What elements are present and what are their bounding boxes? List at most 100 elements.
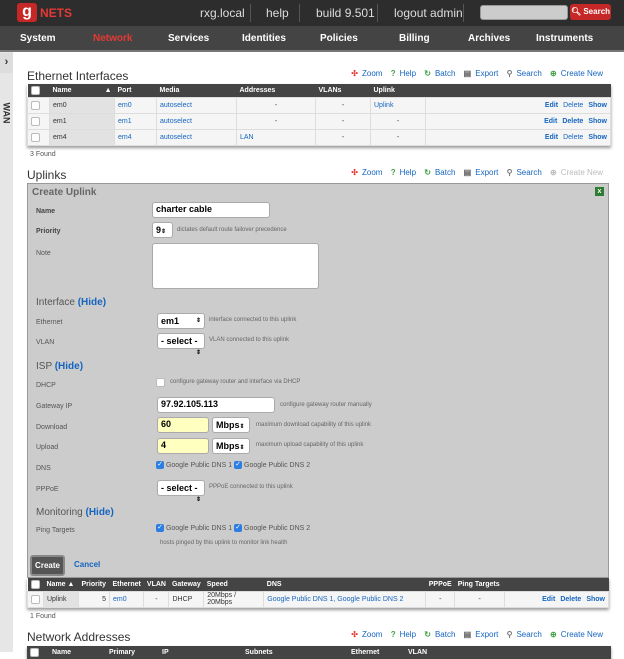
help-link[interactable]: Help [399, 168, 417, 177]
row-checkbox[interactable] [31, 594, 40, 604]
nav-network[interactable]: Network [93, 33, 133, 44]
show-button[interactable]: Show [586, 595, 605, 603]
col-name[interactable]: Name ▲ [43, 578, 79, 591]
cell-uplink[interactable]: Uplink [370, 96, 426, 114]
cancel-link[interactable]: Cancel [74, 560, 101, 569]
select-all-checkbox[interactable] [30, 85, 40, 95]
nav-instruments[interactable]: Instruments [536, 33, 594, 44]
row-checkbox[interactable] [31, 100, 40, 110]
col-media[interactable]: Media [156, 84, 237, 97]
search-link[interactable]: Search [516, 69, 542, 78]
col-priority[interactable]: Priority [78, 578, 110, 591]
nav-archives[interactable]: Archives [468, 33, 511, 44]
ping2-checkbox[interactable]: ✓ [234, 524, 243, 532]
cell-port[interactable]: em0 [114, 96, 157, 114]
batch-link[interactable]: Batch [434, 630, 456, 639]
gateway-input[interactable]: 97.92.105.113 [157, 397, 275, 413]
cell-port[interactable]: em1 [114, 112, 157, 130]
col-speed[interactable]: Speed [203, 578, 264, 591]
show-button[interactable]: Show [588, 117, 607, 125]
search-button[interactable]: 🔍︎ Search [570, 4, 611, 20]
upload-input[interactable]: 4 [157, 438, 209, 454]
cell-media[interactable]: autoselect [156, 128, 237, 146]
cell-dns[interactable]: Google Public DNS 1, Google Public DNS 2 [263, 590, 427, 608]
col-pppoe[interactable]: PPPoE [425, 578, 455, 591]
search-link[interactable]: Search [516, 168, 542, 177]
download-input[interactable]: 60 [157, 417, 209, 433]
monitoring-hide-link[interactable]: (Hide) [85, 507, 114, 518]
isp-hide-link[interactable]: (Hide) [54, 361, 84, 372]
zoom-link[interactable]: Zoom [362, 168, 383, 177]
delete-button[interactable]: Delete [562, 117, 584, 125]
col-uplink[interactable]: Uplink [370, 84, 426, 97]
col-addresses[interactable]: Addresses [236, 84, 316, 97]
vlan-select[interactable]: - select - ⇕ [157, 333, 205, 356]
edit-button[interactable]: Edit [542, 595, 556, 603]
export-link[interactable]: Export [475, 168, 499, 177]
col-vlan[interactable]: VLAN [143, 578, 169, 591]
export-link[interactable]: Export [475, 630, 499, 639]
cell-media[interactable]: autoselect [156, 96, 237, 114]
nav-policies[interactable]: Policies [320, 33, 358, 44]
col-dns[interactable]: DNS [263, 578, 426, 591]
col-name[interactable]: Name ▲ [49, 84, 115, 97]
cell-media[interactable]: autoselect [156, 112, 237, 130]
build-link[interactable]: build 9.501 [316, 6, 375, 20]
edit-button[interactable]: Edit [544, 133, 559, 141]
batch-link[interactable]: Batch [434, 69, 456, 78]
col-ethernet[interactable]: Ethernet [109, 578, 144, 591]
col-port[interactable]: Port [114, 84, 157, 97]
edit-button[interactable]: Edit [544, 117, 558, 125]
col-vlans[interactable]: VLANs [315, 84, 371, 97]
ping1-checkbox[interactable]: ✓ [156, 524, 164, 532]
row-checkbox[interactable] [31, 132, 40, 142]
edit-button[interactable]: Edit [544, 101, 559, 109]
ethernet-select[interactable]: em1 ⇕ [157, 313, 205, 329]
export-link[interactable]: Export [475, 69, 499, 78]
batch-link[interactable]: Batch [434, 168, 456, 177]
priority-select[interactable]: 9⇕ [152, 222, 173, 238]
zoom-link[interactable]: Zoom [362, 630, 383, 639]
name-input[interactable]: charter cable [152, 202, 270, 218]
nav-services[interactable]: Services [168, 33, 210, 44]
nav-system[interactable]: System [20, 33, 56, 44]
cell-addresses[interactable]: LAN [236, 128, 316, 146]
col-subnets[interactable]: Subnets [242, 646, 348, 659]
help-link[interactable]: Help [399, 630, 417, 639]
row-checkbox[interactable] [31, 116, 40, 126]
pppoe-select[interactable]: - select - ⇕ [157, 480, 205, 503]
nav-identities[interactable]: Identities [242, 33, 286, 44]
interface-hide-link[interactable]: (Hide) [77, 297, 107, 308]
col-primary[interactable]: Primary [106, 646, 159, 659]
col-ethernet[interactable]: Ethernet [348, 646, 405, 659]
dns1-checkbox[interactable]: ✓ [156, 461, 164, 469]
cell-ethernet[interactable]: em0 [108, 590, 145, 608]
nav-billing[interactable]: Billing [399, 33, 430, 44]
show-button[interactable]: Show [588, 133, 607, 141]
show-button[interactable]: Show [588, 101, 607, 109]
upload-unit-select[interactable]: Mbps⇕ [212, 438, 250, 454]
search-link[interactable]: Search [516, 630, 542, 639]
host-link[interactable]: rxg.local [200, 6, 245, 20]
note-textarea[interactable] [152, 243, 319, 289]
help-link[interactable]: help [266, 6, 289, 20]
col-ip[interactable]: IP [159, 646, 242, 659]
download-unit-select[interactable]: Mbps⇕ [212, 417, 250, 433]
search-input[interactable] [480, 5, 568, 20]
cell-port[interactable]: em4 [114, 128, 157, 146]
dns2-checkbox[interactable]: ✓ [234, 461, 243, 469]
select-all-checbox[interactable] [30, 579, 40, 589]
zoom-link[interactable]: Zoom [362, 69, 383, 78]
create-button[interactable]: Create [30, 555, 65, 576]
col-gateway[interactable]: Gateway [168, 578, 204, 591]
col-name[interactable]: Name [49, 646, 106, 659]
col-vlan[interactable]: VLAN [405, 646, 455, 659]
create-new-link[interactable]: Create New [560, 630, 603, 639]
logout-link[interactable]: logout admin [394, 6, 463, 20]
col-ping-targets[interactable]: Ping Targets [454, 578, 505, 591]
select-all-checkbox[interactable] [30, 648, 39, 657]
help-link[interactable]: Help [399, 69, 417, 78]
close-icon[interactable]: x [595, 187, 604, 196]
delete-button[interactable]: Delete [560, 595, 582, 603]
dhcp-checkbox[interactable] [156, 378, 165, 387]
